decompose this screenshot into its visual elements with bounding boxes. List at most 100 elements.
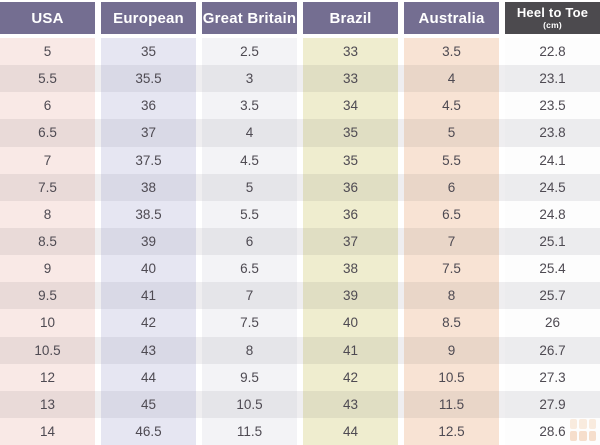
cell-european: 41 <box>101 282 196 310</box>
cell-great-britain: 7.5 <box>202 309 297 337</box>
cell-brazil: 33 <box>303 38 398 66</box>
header-usa: USA <box>0 2 95 34</box>
cell-brazil: 38 <box>303 255 398 283</box>
cell-usa: 5 <box>0 38 95 66</box>
table-row: 10 42 7.5 40 8.5 26 <box>0 309 600 337</box>
cell-brazil: 36 <box>303 173 398 201</box>
cell-australia: 6.5 <box>404 200 499 228</box>
cell-heel-to-toe: 23.8 <box>505 119 600 147</box>
cell-australia: 4 <box>404 65 499 93</box>
cell-european: 37.5 <box>101 146 196 174</box>
table-row: 7 37.5 4.5 35 5.5 24.1 <box>0 146 600 174</box>
table-row: 9 40 6.5 38 7.5 25.4 <box>0 255 600 283</box>
cell-heel-to-toe: 24.5 <box>505 173 600 201</box>
header-brazil: Brazil <box>303 2 398 34</box>
cell-usa: 7.5 <box>0 173 95 201</box>
cell-european: 38.5 <box>101 200 196 228</box>
cell-brazil: 33 <box>303 65 398 93</box>
cell-great-britain: 4 <box>202 119 297 147</box>
logo-watermark-icon <box>570 419 596 441</box>
cell-usa: 6 <box>0 92 95 120</box>
table-body: 5 35 2.5 33 3.5 22.8 5.5 35.5 3 33 4 23.1 6 36 3.5 34 4.… <box>0 38 600 445</box>
cell-usa: 10.5 <box>0 336 95 364</box>
cell-usa: 6.5 <box>0 119 95 147</box>
header-heel-to-toe: Heel to Toe (cm) <box>505 2 600 34</box>
cell-great-britain: 11.5 <box>202 417 297 445</box>
cell-australia: 8.5 <box>404 309 499 337</box>
header-australia: Australia <box>404 2 499 34</box>
cell-australia: 5 <box>404 119 499 147</box>
cell-heel-to-toe: 25.4 <box>505 255 600 283</box>
table-row: 10.5 43 8 41 9 26.7 <box>0 336 600 364</box>
cell-european: 36 <box>101 92 196 120</box>
cell-great-britain: 10.5 <box>202 390 297 418</box>
cell-brazil: 40 <box>303 309 398 337</box>
header-european: European <box>101 2 196 34</box>
cell-usa: 8.5 <box>0 227 95 256</box>
cell-usa: 13 <box>0 390 95 418</box>
cell-great-britain: 3.5 <box>202 92 297 120</box>
header-heel-to-toe-label: Heel to Toe <box>516 5 589 21</box>
cell-brazil: 34 <box>303 92 398 120</box>
cell-australia: 10.5 <box>404 363 499 391</box>
table-row: 13 45 10.5 43 11.5 27.9 <box>0 390 600 418</box>
cell-australia: 3.5 <box>404 38 499 66</box>
cell-usa: 9.5 <box>0 282 95 310</box>
header-heel-to-toe-unit: (cm) <box>543 20 562 31</box>
cell-usa: 12 <box>0 363 95 391</box>
table-row: 12 44 9.5 42 10.5 27.3 <box>0 363 600 391</box>
cell-european: 44 <box>101 363 196 391</box>
table-row: 8.5 39 6 37 7 25.1 <box>0 227 600 256</box>
table-row: 6.5 37 4 35 5 23.8 <box>0 119 600 147</box>
cell-australia: 5.5 <box>404 146 499 174</box>
cell-heel-to-toe: 27.9 <box>505 390 600 418</box>
cell-european: 39 <box>101 227 196 256</box>
cell-great-britain: 6 <box>202 227 297 256</box>
cell-great-britain: 4.5 <box>202 146 297 174</box>
cell-brazil: 39 <box>303 282 398 310</box>
table-row: 9.5 41 7 39 8 25.7 <box>0 282 600 310</box>
cell-australia: 4.5 <box>404 92 499 120</box>
cell-brazil: 44 <box>303 417 398 445</box>
cell-brazil: 37 <box>303 227 398 256</box>
table-row: 14 46.5 11.5 44 12.5 28.6 <box>0 417 600 445</box>
table-row: 8 38.5 5.5 36 6.5 24.8 <box>0 200 600 228</box>
cell-great-britain: 6.5 <box>202 255 297 283</box>
table-row: 7.5 38 5 36 6 24.5 <box>0 173 600 201</box>
cell-heel-to-toe: 25.7 <box>505 282 600 310</box>
cell-great-britain: 5.5 <box>202 200 297 228</box>
cell-european: 43 <box>101 336 196 364</box>
cell-usa: 10 <box>0 309 95 337</box>
cell-australia: 8 <box>404 282 499 310</box>
cell-european: 35 <box>101 38 196 66</box>
table-row: 6 36 3.5 34 4.5 23.5 <box>0 92 600 120</box>
cell-great-britain: 2.5 <box>202 38 297 66</box>
table-row: 5 35 2.5 33 3.5 22.8 <box>0 38 600 66</box>
cell-european: 37 <box>101 119 196 147</box>
header-great-britain: Great Britain <box>202 2 297 34</box>
cell-heel-to-toe: 22.8 <box>505 38 600 66</box>
cell-brazil: 35 <box>303 119 398 147</box>
cell-great-britain: 8 <box>202 336 297 364</box>
cell-usa: 8 <box>0 200 95 228</box>
cell-brazil: 42 <box>303 363 398 391</box>
cell-european: 40 <box>101 255 196 283</box>
cell-european: 45 <box>101 390 196 418</box>
cell-great-britain: 5 <box>202 173 297 201</box>
cell-brazil: 36 <box>303 200 398 228</box>
cell-australia: 9 <box>404 336 499 364</box>
table-row: 5.5 35.5 3 33 4 23.1 <box>0 65 600 93</box>
cell-heel-to-toe: 24.8 <box>505 200 600 228</box>
cell-heel-to-toe: 23.1 <box>505 65 600 93</box>
cell-great-britain: 9.5 <box>202 363 297 391</box>
cell-australia: 6 <box>404 173 499 201</box>
cell-european: 38 <box>101 173 196 201</box>
cell-usa: 9 <box>0 255 95 283</box>
cell-brazil: 41 <box>303 336 398 364</box>
cell-heel-to-toe: 27.3 <box>505 363 600 391</box>
cell-european: 42 <box>101 309 196 337</box>
cell-european: 46.5 <box>101 417 196 445</box>
table-header-row: USA European Great Britain Brazil Austra… <box>0 2 600 34</box>
cell-heel-to-toe: 26.7 <box>505 336 600 364</box>
cell-heel-to-toe: 26 <box>505 309 600 337</box>
